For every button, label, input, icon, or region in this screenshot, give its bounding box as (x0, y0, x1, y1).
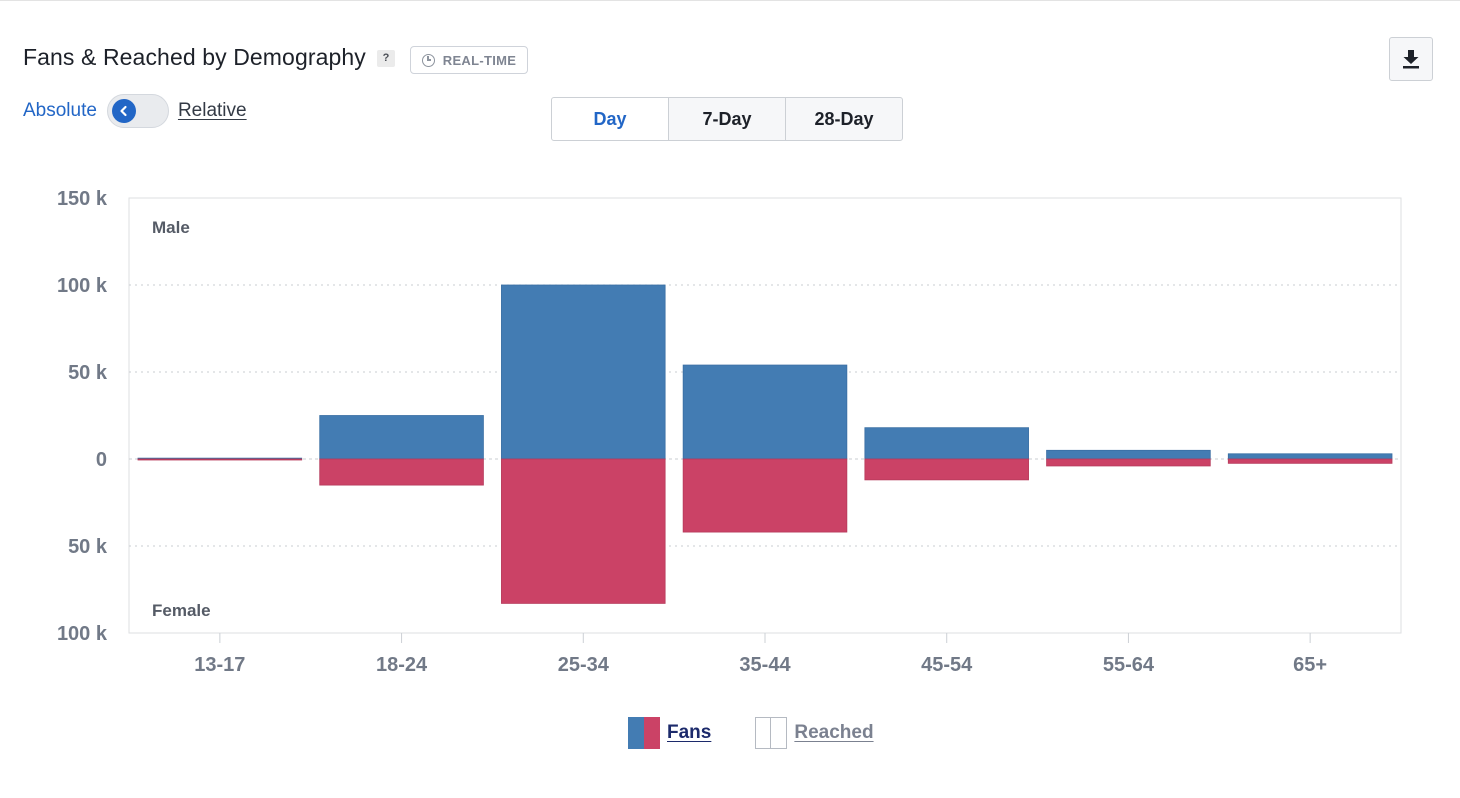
clock-icon (421, 53, 435, 67)
x-tick-label: 25-34 (558, 654, 610, 676)
legend-label-fans[interactable]: Fans (667, 722, 712, 743)
female-region-label: Female (152, 601, 211, 620)
chevron-left-icon (120, 105, 127, 117)
scale-toggle: Absolute Relative (23, 94, 247, 128)
legend-swatch-reached-left (755, 717, 772, 749)
period-7day-button[interactable]: 7-Day (668, 97, 786, 141)
bar-female-25-34[interactable] (501, 458, 666, 604)
legend-label-reached[interactable]: Reached (794, 722, 874, 743)
y-tick-label: 100 k (57, 623, 108, 645)
period-day-button[interactable]: Day (551, 97, 669, 141)
x-tick-label: 18-24 (376, 654, 428, 676)
bar-male-25-34[interactable] (501, 284, 666, 460)
bar-male-18-24[interactable] (319, 415, 484, 460)
bar-female-45-54[interactable] (864, 458, 1029, 481)
bar-male-55-64[interactable] (1046, 449, 1211, 460)
x-tick-label: 55-64 (1103, 654, 1155, 676)
bar-female-55-64[interactable] (1046, 458, 1211, 467)
switch-knob[interactable] (111, 99, 136, 123)
absolute-option[interactable]: Absolute (23, 100, 97, 121)
x-tick-label: 45-54 (921, 654, 973, 676)
bar-female-35-44[interactable] (682, 458, 848, 533)
legend-swatch-fans (628, 717, 660, 749)
bar-male-35-44[interactable] (682, 364, 848, 460)
bar-male-65+[interactable] (1227, 453, 1393, 460)
help-icon[interactable]: ? (377, 50, 395, 67)
x-tick-label: 65+ (1293, 654, 1327, 676)
legend-item-reached[interactable]: Reached (755, 717, 874, 749)
legend-swatch-reached (755, 717, 788, 749)
legend-item-fans[interactable]: Fans (628, 717, 711, 749)
demography-chart: 150 k 100 k 50 k 0 50 k 100 k 13-17 18-24 25-34 3… (57, 188, 1402, 676)
bar-male-45-54[interactable] (864, 427, 1029, 460)
x-tick-label: 35-44 (739, 654, 791, 676)
male-region-label: Male (152, 218, 190, 237)
y-tick-label: 50 k (68, 362, 108, 384)
bar-female-13-17[interactable] (137, 458, 303, 461)
legend-swatch-female (644, 717, 660, 749)
bar-female-18-24[interactable] (319, 458, 484, 486)
period-selector: Day 7-Day 28-Day (551, 97, 903, 141)
legend-swatch-male (628, 717, 644, 749)
bar-female-65+[interactable] (1227, 458, 1393, 464)
y-tick-label: 150 k (57, 188, 108, 210)
realtime-badge[interactable]: REAL-TIME (410, 46, 528, 74)
chart-title: Fans & Reached by Demography (23, 44, 366, 70)
relative-option[interactable]: Relative (177, 100, 247, 121)
download-icon (1403, 50, 1419, 69)
period-28day-button[interactable]: 28-Day (785, 97, 903, 141)
realtime-label: REAL-TIME (442, 52, 517, 68)
y-tick-label: 100 k (57, 275, 108, 297)
legend-swatch-reached-right (771, 717, 788, 749)
chart-legend: Fans Reached (628, 717, 918, 749)
top-divider (0, 0, 1460, 1)
download-button[interactable] (1389, 37, 1433, 81)
y-tick-label: 50 k (68, 536, 108, 558)
x-tick-label: 13-17 (194, 654, 245, 676)
absolute-relative-switch[interactable] (106, 94, 169, 128)
y-tick-label: 0 (96, 449, 107, 471)
